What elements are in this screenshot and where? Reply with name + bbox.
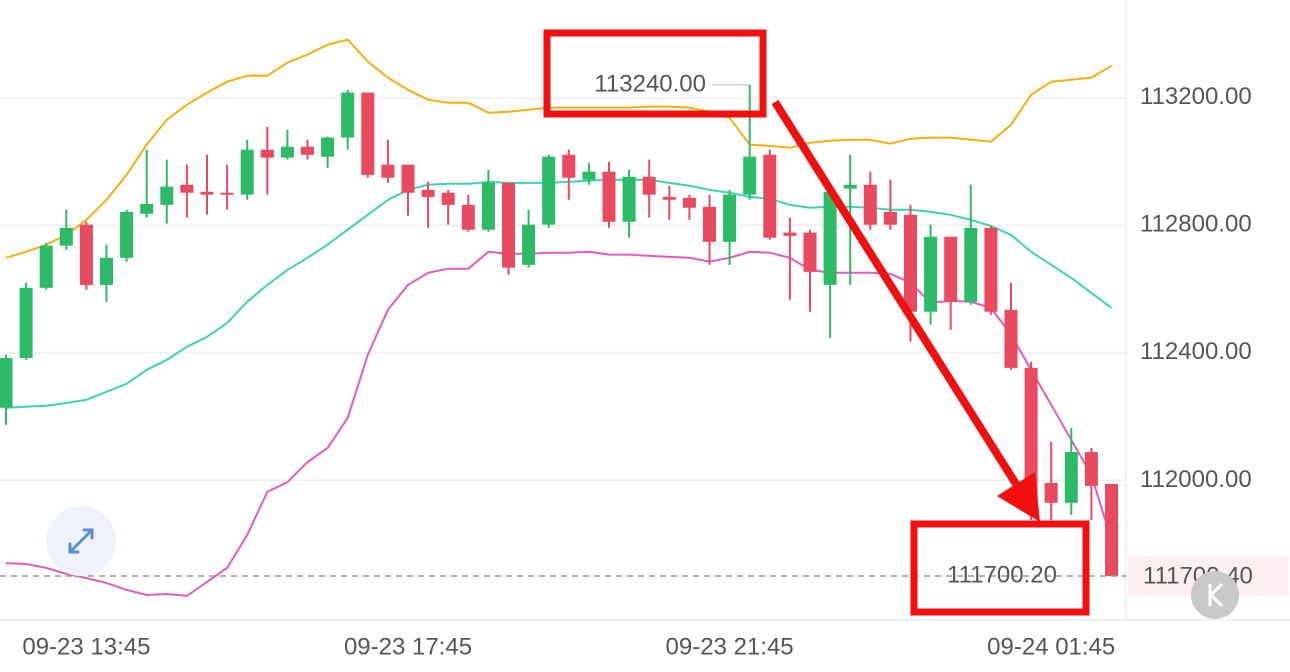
candle-body <box>964 227 978 302</box>
candle-body <box>0 357 13 408</box>
candle-body <box>843 184 857 189</box>
candle-body <box>582 171 596 180</box>
candle-body <box>984 227 998 312</box>
candle-body <box>863 184 877 225</box>
candle-body <box>280 146 294 158</box>
band-line <box>5 178 1113 409</box>
candle-body <box>642 176 656 195</box>
candle-body <box>662 196 676 200</box>
candle-body <box>321 137 335 157</box>
candle-body <box>401 164 415 193</box>
back-button[interactable] <box>1191 571 1239 619</box>
candle-body <box>1044 483 1058 503</box>
candle-body <box>602 171 616 222</box>
candle-body <box>522 224 536 265</box>
candle-body <box>421 189 435 197</box>
candle-body <box>1004 309 1018 368</box>
candle-body <box>883 211 897 225</box>
y-tick-label: 112800.00 <box>1140 211 1252 238</box>
candle-body <box>461 204 475 230</box>
high-annotation: 113240.00 <box>594 70 706 97</box>
candle-body <box>622 176 636 222</box>
candle-body <box>562 154 576 178</box>
candle-body <box>79 224 93 285</box>
candle-body <box>723 194 737 242</box>
candle-body <box>783 232 797 236</box>
candle-body <box>120 211 134 258</box>
candle-body <box>682 197 696 208</box>
candle-body <box>100 257 113 285</box>
back-icon <box>1208 582 1224 608</box>
y-tick-label: 112400.00 <box>1140 338 1252 365</box>
candle-body <box>240 149 254 195</box>
candle-body <box>803 232 817 272</box>
highlight-box <box>910 520 1090 616</box>
candle-body <box>904 214 917 312</box>
x-tick-label: 09-23 21:45 <box>666 633 794 660</box>
candle-body <box>341 92 355 138</box>
candle-body <box>944 236 958 302</box>
x-tick-label: 09-23 17:45 <box>344 633 472 660</box>
candle-body <box>823 191 837 285</box>
candle-body <box>1084 452 1098 486</box>
candle-body <box>743 156 757 195</box>
candle-body <box>220 192 234 195</box>
candle-body <box>1024 367 1038 503</box>
candle-body <box>19 287 33 358</box>
arrow <box>771 99 1020 487</box>
arrow-head <box>997 472 1040 522</box>
highlight-box <box>543 29 767 118</box>
expand-icon <box>68 528 94 554</box>
candle-body <box>39 245 53 288</box>
candle-body <box>180 184 194 193</box>
candle-body <box>301 146 314 155</box>
candle-body <box>924 236 938 312</box>
x-tick-label: 09-23 13:45 <box>22 633 150 660</box>
candle-body <box>361 92 375 175</box>
candle-body <box>542 156 556 225</box>
x-tick-label: 09-24 01:45 <box>987 633 1115 660</box>
y-tick-label: 113200.00 <box>1140 83 1252 110</box>
y-tick-label: 112000.00 <box>1140 466 1252 493</box>
candle-body <box>381 164 395 178</box>
candle-body <box>260 149 274 158</box>
candle-body <box>160 186 174 205</box>
candle-body <box>481 182 495 230</box>
band-line <box>5 250 1113 597</box>
candle-body <box>763 154 777 238</box>
candle-body <box>200 191 214 195</box>
candle-body <box>1064 452 1078 503</box>
candle-body <box>502 182 515 268</box>
candle-body <box>59 227 73 246</box>
candle-body <box>441 192 455 205</box>
band-line <box>5 38 1113 259</box>
low-annotation: 111700.20 <box>947 561 1057 588</box>
candle-body <box>703 206 716 242</box>
candle-body <box>140 203 154 214</box>
candle-body <box>1105 483 1118 577</box>
